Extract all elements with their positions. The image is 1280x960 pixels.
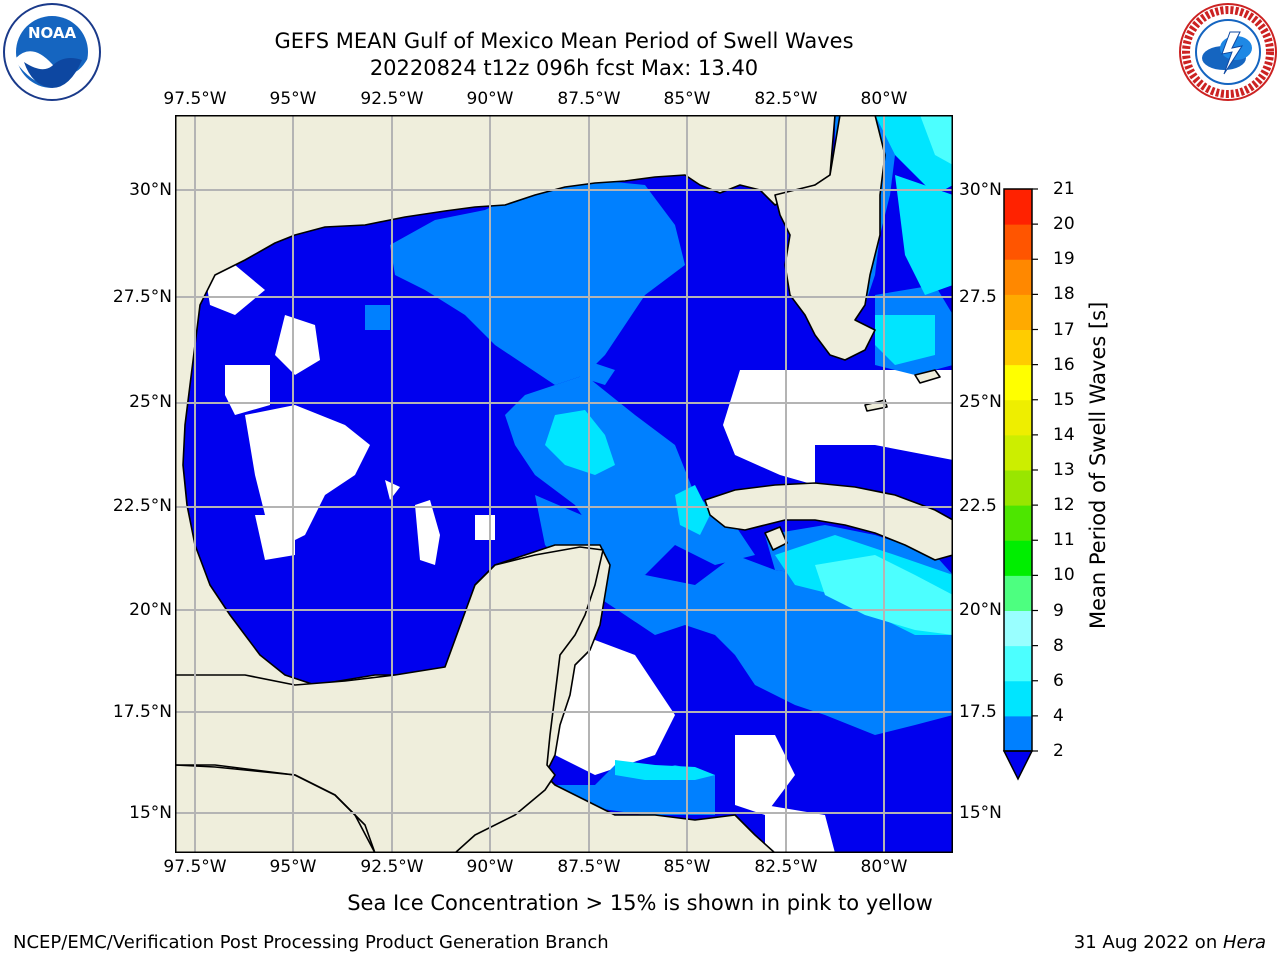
lat-label-left: 25°N bbox=[129, 392, 172, 412]
lon-label-bottom: 92.5°W bbox=[360, 857, 424, 877]
lat-label-right: 22.5 bbox=[959, 496, 997, 516]
colorbar-tick-label: 17 bbox=[1053, 319, 1075, 340]
colorbar-segment bbox=[1004, 575, 1032, 611]
lat-label-right: 25°N bbox=[959, 392, 1002, 412]
footer-date-text: 31 Aug 2022 on bbox=[1073, 932, 1223, 953]
lon-label-bottom: 97.5°W bbox=[163, 857, 227, 877]
lat-label-left: 15°N bbox=[129, 803, 172, 823]
lat-label-left: 30°N bbox=[129, 180, 172, 200]
lon-label-top: 85°W bbox=[663, 89, 711, 109]
noaa-logo-text: NOAA bbox=[27, 24, 77, 42]
colorbar-segment bbox=[1004, 470, 1032, 506]
footer-date: 31 Aug 2022 on Hera bbox=[1074, 932, 1266, 953]
colorbar-ticks: 2 4 6 8 9 10 11 12 13 14 15 16 17 18 19 20 21 bbox=[1053, 179, 1120, 780]
colorbar-tick-label: 19 bbox=[1053, 249, 1075, 270]
lon-label-bottom: 85°W bbox=[663, 857, 711, 877]
colorbar-segment bbox=[1004, 610, 1032, 647]
lon-label-bottom: 80°W bbox=[860, 857, 908, 877]
colorbar-tick-label: 15 bbox=[1053, 389, 1075, 410]
lon-label-top: 92.5°W bbox=[360, 89, 424, 109]
colorbar-segment bbox=[1004, 294, 1032, 330]
colorbar-tick-label: 11 bbox=[1053, 530, 1075, 551]
lon-label-top: 82.5°W bbox=[754, 89, 818, 109]
colorbar-tick-label: 20 bbox=[1053, 214, 1075, 235]
grid-lines bbox=[175, 115, 953, 853]
colorbar-segment bbox=[1004, 505, 1032, 541]
lon-label-bottom: 90°W bbox=[466, 857, 514, 877]
colorbar-segment bbox=[1004, 540, 1032, 576]
map-frame bbox=[175, 115, 953, 853]
colorbar-segment bbox=[1004, 364, 1032, 401]
colorbar-tick-label: 13 bbox=[1053, 460, 1075, 480]
colorbar-segment bbox=[1004, 189, 1032, 225]
lat-label-right: 27.5 bbox=[959, 287, 997, 307]
colorbar-tick-label: 8 bbox=[1053, 635, 1064, 656]
lat-label-right: 15°N bbox=[959, 803, 1002, 823]
colorbar-tick-label: 4 bbox=[1053, 705, 1064, 726]
colorbar-tick-label: 14 bbox=[1053, 424, 1075, 445]
footer-note: Sea Ice Concentration > 15% is shown in … bbox=[347, 891, 933, 915]
colorbar-tick-label: 12 bbox=[1053, 495, 1075, 516]
colorbar-segment bbox=[1004, 715, 1032, 752]
footer-host: Hera bbox=[1222, 932, 1266, 953]
colorbar-tick-label: 18 bbox=[1053, 284, 1075, 305]
colorbar-tick-label: 9 bbox=[1053, 600, 1064, 621]
lat-label-right: 30°N bbox=[959, 180, 1002, 200]
footer-note-wrap: Sea Ice Concentration > 15% is shown in … bbox=[0, 891, 1280, 915]
lon-label-top: 87.5°W bbox=[557, 89, 621, 109]
lon-label-bottom: 87.5°W bbox=[557, 857, 621, 877]
colorbar-segment bbox=[1004, 680, 1032, 717]
lon-label-bottom: 95°W bbox=[269, 857, 317, 877]
lat-label-right: 20°N bbox=[959, 600, 1002, 620]
colorbar-segment bbox=[1004, 645, 1032, 682]
colorbar-extend-triangle bbox=[1002, 750, 1034, 781]
map-svg bbox=[174, 114, 954, 854]
colorbar-title: Mean Period of Swell Waves [s] bbox=[1086, 301, 1110, 629]
footer-credit: NCEP/EMC/Verification Post Processing Pr… bbox=[13, 932, 609, 953]
chart-subtitle: 20220824 t12z 096h fcst Max: 13.40 bbox=[369, 56, 759, 80]
colorbar-tick-label: 2 bbox=[1053, 741, 1064, 761]
colorbar-tick-label: 10 bbox=[1053, 565, 1075, 586]
colorbar-segment bbox=[1004, 329, 1032, 366]
colorbar-tick-label: 16 bbox=[1053, 354, 1075, 375]
lat-label-left: 20°N bbox=[129, 600, 172, 620]
lat-label-left: 17.5°N bbox=[112, 702, 172, 722]
lon-label-top: 80°W bbox=[860, 89, 908, 109]
colorbar-tick-label: 21 bbox=[1053, 179, 1075, 199]
chart-title: GEFS MEAN Gulf of Mexico Mean Period of … bbox=[274, 29, 854, 53]
map-panel bbox=[174, 114, 954, 854]
lat-label-right: 17.5 bbox=[959, 702, 997, 722]
lat-label-left: 27.5°N bbox=[112, 287, 172, 307]
lon-label-top: 90°W bbox=[466, 89, 514, 109]
lon-label-top: 95°W bbox=[269, 89, 317, 109]
colorbar-segment bbox=[1004, 224, 1032, 260]
colorbar-svg bbox=[1002, 188, 1038, 781]
noaa-logo-icon: NOAA bbox=[2, 2, 102, 102]
nws-logo-icon bbox=[1178, 2, 1278, 102]
lat-label-left: 22.5°N bbox=[112, 496, 172, 516]
lon-label-top: 97.5°W bbox=[163, 89, 227, 109]
colorbar-segment bbox=[1004, 434, 1032, 471]
lon-label-bottom: 82.5°W bbox=[754, 857, 818, 877]
colorbar-tick-label: 6 bbox=[1053, 670, 1064, 691]
colorbar-segment bbox=[1004, 259, 1032, 295]
colorbar-segment bbox=[1004, 399, 1032, 436]
colorbar bbox=[996, 185, 1056, 785]
